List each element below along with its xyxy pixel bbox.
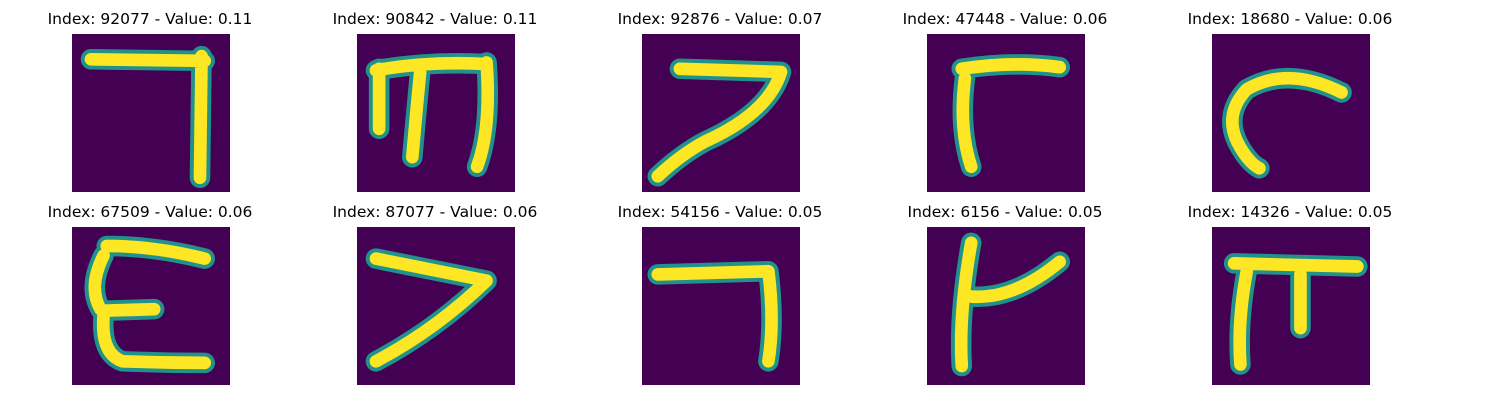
digit-thumbnail: [72, 34, 230, 192]
glyph-stroke: [369, 252, 493, 368]
digit-thumbnail: [642, 227, 800, 385]
thumbnail-background: [927, 227, 1085, 385]
glyph-stroke: [1227, 257, 1364, 371]
image-panel: Index: 14326 - Value: 0.05: [1140, 193, 1440, 385]
panel-title: Index: 54156 - Value: 0.05: [617, 203, 823, 221]
image-panel: Index: 47448 - Value: 0.06: [855, 0, 1155, 192]
panel-title: Index: 67509 - Value: 0.06: [47, 203, 253, 221]
image-panel: Index: 67509 - Value: 0.06: [0, 193, 300, 385]
glyph-stroke: [651, 62, 788, 183]
image-panel: Index: 90842 - Value: 0.11: [285, 0, 585, 192]
glyph-stroke: [651, 264, 778, 368]
digit-thumbnail: [1212, 34, 1370, 192]
panel-title: Index: 6156 - Value: 0.05: [907, 203, 1103, 221]
glyph-stroke: [955, 58, 1067, 174]
panel-title: Index: 47448 - Value: 0.06: [902, 10, 1108, 28]
glyph-stroke: [84, 49, 212, 185]
panel-title: Index: 92077 - Value: 0.11: [47, 10, 253, 28]
glyph-stroke: [954, 236, 1067, 373]
image-panel: Index: 6156 - Value: 0.05: [855, 193, 1155, 385]
image-panel: Index: 54156 - Value: 0.05: [570, 193, 870, 385]
digit-thumbnail: [927, 227, 1085, 385]
glyph-stroke: [1226, 71, 1348, 175]
panel-title: Index: 87077 - Value: 0.06: [332, 203, 538, 221]
image-panel: Index: 87077 - Value: 0.06: [285, 193, 585, 385]
digit-thumbnail: [1212, 227, 1370, 385]
panel-title: Index: 18680 - Value: 0.06: [1187, 10, 1393, 28]
image-panel: Index: 92077 - Value: 0.11: [0, 0, 300, 192]
panel-title: Index: 14326 - Value: 0.05: [1187, 203, 1393, 221]
panel-title: Index: 92876 - Value: 0.07: [617, 10, 823, 28]
digit-thumbnail: [357, 34, 515, 192]
panel-title: Index: 90842 - Value: 0.11: [332, 10, 538, 28]
digit-thumbnail: [72, 227, 230, 385]
glyph-stroke: [369, 56, 495, 174]
digit-thumbnail: [927, 34, 1085, 192]
digit-thumbnail: [642, 34, 800, 192]
digit-thumbnail: [357, 227, 515, 385]
glyph-stroke: [88, 239, 212, 370]
image-panel: Index: 92876 - Value: 0.07: [570, 0, 870, 192]
image-panel: Index: 18680 - Value: 0.06: [1140, 0, 1440, 192]
